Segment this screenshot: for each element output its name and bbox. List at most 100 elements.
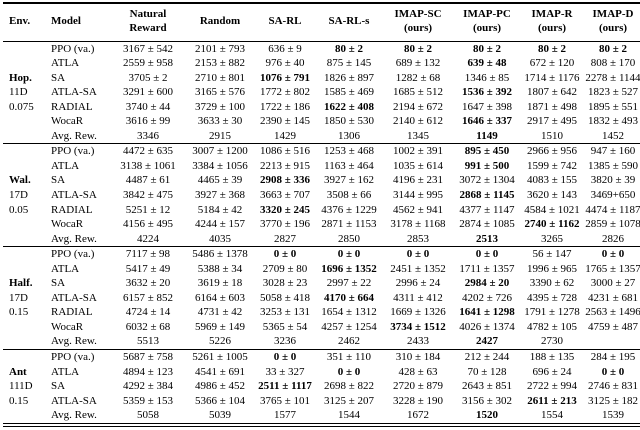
value-cell: 639 ± 48	[467, 57, 507, 70]
value-cell: 696 ± 24	[532, 365, 572, 378]
value-cell: 4035	[209, 232, 231, 245]
value-cell: 875 ± 145	[326, 57, 372, 70]
table-body: Hop. 11D 0.075 PPO (va.) 3167 ± 542 2101 ± …	[3, 41, 640, 425]
value-cell: 0 ± 0	[383, 246, 453, 262]
value-cell: 70 ± 128	[467, 365, 507, 378]
model-label: Avg. Rew.	[51, 335, 97, 348]
value-cell: 4244 ± 157	[194, 218, 246, 231]
value-cell: 3390 ± 62	[529, 277, 575, 290]
value-cell: 80 ± 2	[403, 42, 433, 55]
value-cell: 80 ± 2	[598, 42, 628, 55]
value-cell: 3734 ± 1512	[390, 320, 446, 333]
value-cell: 4202 ± 726	[461, 291, 513, 304]
value-cell: 2462	[338, 335, 360, 348]
value-cell: 3842 ± 475	[122, 188, 174, 201]
value-cell: 2730	[541, 335, 563, 348]
model-label: WocaR	[51, 320, 84, 333]
value-cell: 2390 ± 145	[259, 115, 311, 128]
value-cell: 351 ± 110	[315, 348, 383, 365]
value-cell: 2643 ± 851	[461, 380, 513, 393]
value-cell: 212 ± 244	[453, 348, 521, 365]
table-row: ATLA-SA 3842 ± 475 3927 ± 368 3663 ± 707 350…	[3, 188, 640, 203]
table-header: Env. Model Natural Reward Random SA-RL SA-RL-…	[3, 3, 640, 42]
value-cell: 1672	[407, 409, 429, 422]
model-label: ATLA-SA	[51, 394, 97, 407]
value-cell: 4782 ± 105	[526, 320, 578, 333]
value-cell: 3007 ± 1200	[185, 143, 255, 159]
value-cell: 1622 ± 408	[323, 100, 375, 113]
column-header-natural: Natural Reward	[111, 3, 185, 42]
value-cell: 3253 ± 131	[259, 306, 311, 319]
value-cell: 0 ± 0	[601, 365, 625, 378]
value-cell: 1871 ± 498	[526, 100, 578, 113]
value-cell: 2740 ± 1162	[524, 218, 580, 231]
env-name: Wal.	[9, 174, 31, 187]
value-cell: 991 ± 500	[464, 159, 510, 172]
value-cell: 3770 ± 196	[259, 218, 311, 231]
value-cell: 1722 ± 186	[259, 100, 311, 113]
value-cell: 7117 ± 98	[111, 246, 185, 262]
model-label: ATLA-SA	[51, 188, 97, 201]
table-row: SA 4487 ± 61 4465 ± 39 2908 ± 336 3927 ± 162…	[3, 173, 640, 188]
model-label: ATLA	[51, 159, 80, 172]
value-cell: 2213 ± 915	[259, 159, 311, 172]
value-cell: 2853	[407, 232, 429, 245]
value-cell: 3820 ± 39	[590, 174, 636, 187]
value-cell: 1544	[338, 409, 360, 422]
value-cell: 3633 ± 30	[197, 115, 243, 128]
value-cell: 2850	[338, 232, 360, 245]
value-cell: 4377 ± 1147	[459, 203, 515, 216]
value-cell: 2827	[274, 232, 296, 245]
table-row: Ant 111D 0.15 PPO (va.) 5687 ± 758 5261 ± 1…	[3, 348, 640, 425]
value-cell: 5251 ± 12	[125, 203, 171, 216]
value-cell: 1282 ± 68	[395, 71, 441, 84]
value-cell: 1539	[602, 409, 624, 422]
table-row: ATLA-SA 5359 ± 153 5366 ± 104 3765 ± 101 312…	[3, 394, 640, 409]
column-header-sa-rl: SA-RL	[255, 3, 315, 42]
value-cell: 188 ± 135	[521, 348, 583, 365]
value-cell: 0 ± 0	[255, 348, 315, 365]
value-cell: 3320 ± 245	[259, 203, 311, 216]
column-header-random: Random	[185, 3, 255, 42]
model-label: Avg. Rew.	[51, 129, 97, 142]
value-cell: 2915	[209, 129, 231, 142]
column-header-imap-r: IMAP-R (ours)	[521, 3, 583, 42]
value-cell: 2722 ± 994	[526, 380, 578, 393]
results-table: Env. Model Natural Reward Random SA-RL SA-RL-…	[3, 2, 640, 427]
model-label: PPO (va.)	[45, 143, 111, 159]
value-cell: 1577	[274, 409, 296, 422]
env-label-hop: Hop. 11D 0.075	[9, 71, 34, 113]
model-label: PPO (va.)	[45, 246, 111, 262]
value-cell: 4472 ± 635	[111, 143, 185, 159]
value-cell: 3927 ± 368	[194, 188, 246, 201]
table-row: ATLA-SA 3291 ± 600 3165 ± 576 1772 ± 802 158…	[3, 85, 640, 100]
value-cell: 80 ± 2	[334, 42, 364, 55]
value-cell: 4986 ± 452	[194, 380, 246, 393]
table-row: WocaR 4156 ± 495 4244 ± 157 3770 ± 196 2871 …	[3, 217, 640, 232]
value-cell: 2563 ± 1496	[585, 306, 640, 319]
value-cell: 4465 ± 39	[197, 174, 243, 187]
model-label: ATLA	[51, 57, 80, 70]
table-row: Half. 17D 0.15 PPO (va.) 7117 ± 98 5486 ± 1…	[3, 246, 640, 350]
table-row: SA 3632 ± 20 3619 ± 18 3028 ± 23 2997 ± 22 29…	[3, 276, 640, 291]
value-cell: 3125 ± 182	[587, 394, 639, 407]
value-cell	[583, 334, 640, 349]
value-cell: 4731 ± 42	[197, 306, 243, 319]
value-cell: 1306	[338, 129, 360, 142]
value-cell: 6032 ± 68	[125, 320, 171, 333]
header-row: Env. Model Natural Reward Random SA-RL SA-RL-…	[3, 3, 640, 42]
value-cell: 5486 ± 1378	[185, 246, 255, 262]
value-cell: 428 ± 63	[398, 365, 438, 378]
value-cell: 4474 ± 1187	[585, 203, 640, 216]
value-cell: 5039	[209, 409, 231, 422]
value-cell: 1641 ± 1298	[459, 306, 515, 319]
column-header-env-: Env.	[3, 3, 45, 42]
value-cell: 80 ± 2	[537, 42, 567, 55]
value-cell: 1807 ± 642	[526, 86, 578, 99]
value-cell: 4292 ± 384	[122, 380, 174, 393]
value-cell: 2451 ± 1352	[390, 262, 446, 275]
value-cell: 1669 ± 1326	[390, 306, 446, 319]
value-cell: 4541 ± 691	[194, 365, 246, 378]
model-label: WocaR	[51, 115, 84, 128]
value-cell: 3663 ± 707	[259, 188, 311, 201]
